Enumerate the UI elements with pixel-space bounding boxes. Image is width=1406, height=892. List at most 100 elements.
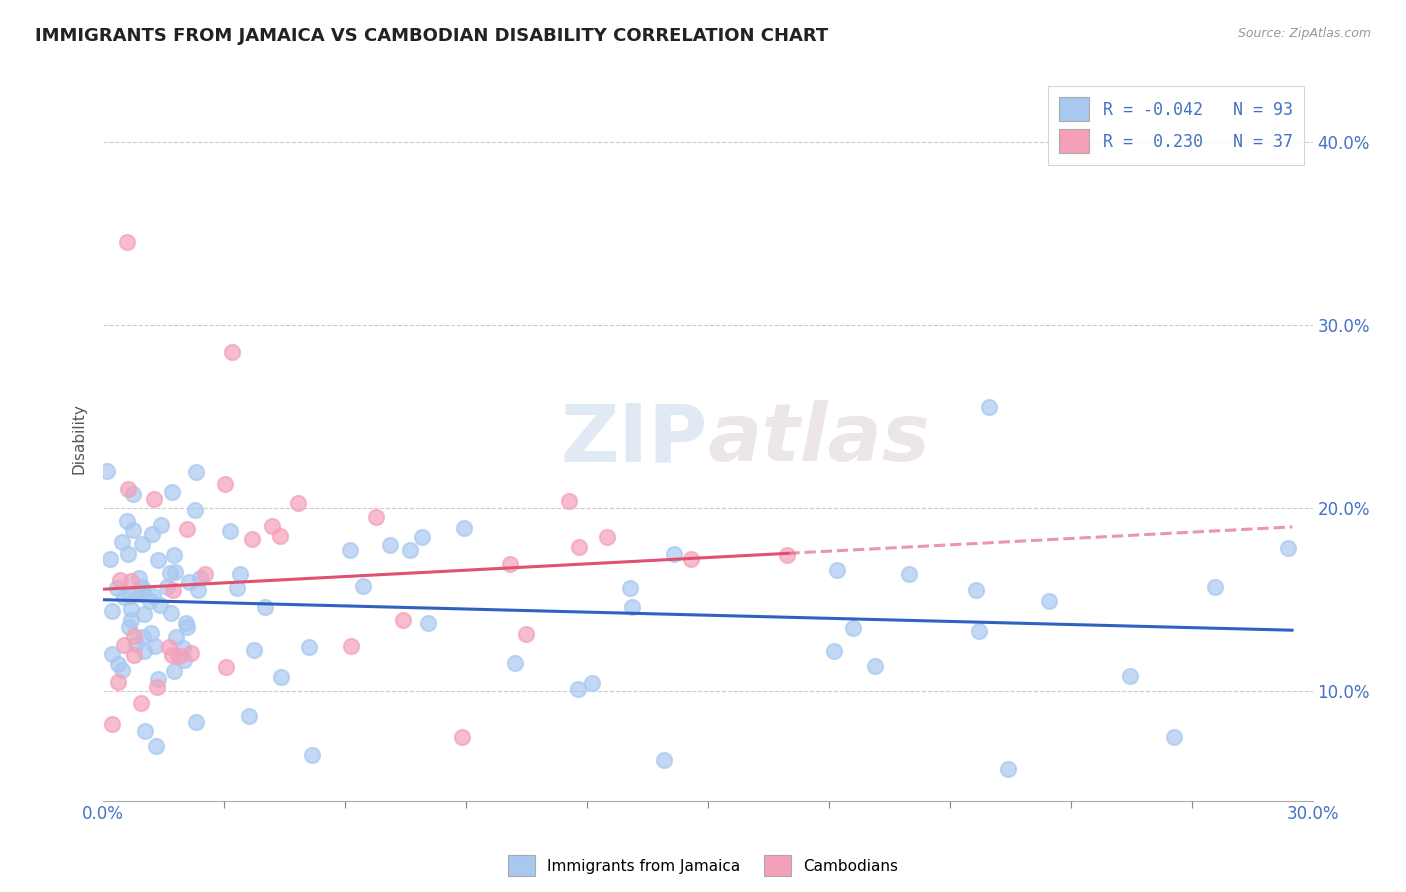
Point	[163, 664, 186, 678]
Point	[269, 528, 291, 542]
Point	[157, 640, 180, 654]
Point	[128, 571, 150, 585]
Point	[101, 648, 124, 662]
Point	[270, 670, 292, 684]
Point	[179, 575, 201, 590]
Point	[112, 591, 135, 605]
Point	[776, 548, 799, 562]
Point	[352, 579, 374, 593]
Text: ZIP: ZIP	[561, 400, 707, 478]
Point	[416, 615, 439, 630]
Point	[243, 642, 266, 657]
Point	[146, 672, 169, 686]
Point	[134, 724, 156, 739]
Point	[167, 649, 190, 664]
Point	[221, 345, 243, 359]
Point	[132, 630, 155, 644]
Point	[162, 582, 184, 597]
Point	[108, 573, 131, 587]
Point	[823, 644, 845, 658]
Point	[134, 607, 156, 621]
Point	[619, 581, 641, 595]
Point	[145, 739, 167, 753]
Point	[128, 587, 150, 601]
Point	[652, 753, 675, 767]
Point	[287, 495, 309, 509]
Point	[977, 400, 1000, 414]
Point	[188, 571, 211, 585]
Point	[105, 581, 128, 595]
Point	[160, 484, 183, 499]
Point	[156, 580, 179, 594]
Point	[662, 547, 685, 561]
Point	[997, 762, 1019, 776]
Point	[122, 648, 145, 662]
Point	[240, 532, 263, 546]
Point	[139, 594, 162, 608]
Point	[172, 640, 194, 655]
Point	[558, 494, 581, 508]
Point	[411, 530, 433, 544]
Point	[98, 551, 121, 566]
Point	[107, 657, 129, 672]
Point	[174, 615, 197, 630]
Point	[159, 566, 181, 580]
Point	[142, 589, 165, 603]
Point	[101, 716, 124, 731]
Point	[679, 552, 702, 566]
Point	[450, 730, 472, 744]
Point	[163, 549, 186, 563]
Text: atlas: atlas	[707, 400, 931, 478]
Point	[865, 659, 887, 673]
Point	[101, 604, 124, 618]
Point	[162, 648, 184, 662]
Point	[568, 540, 591, 554]
Point	[499, 557, 522, 571]
Point	[1038, 594, 1060, 608]
Point	[96, 464, 118, 478]
Point	[254, 599, 277, 614]
Text: IMMIGRANTS FROM JAMAICA VS CAMBODIAN DISABILITY CORRELATION CHART: IMMIGRANTS FROM JAMAICA VS CAMBODIAN DIS…	[35, 27, 828, 45]
Point	[620, 600, 643, 615]
Point	[132, 583, 155, 598]
Point	[825, 563, 848, 577]
Point	[120, 613, 142, 627]
Point	[142, 491, 165, 506]
Point	[842, 622, 865, 636]
Point	[184, 714, 207, 729]
Point	[143, 639, 166, 653]
Point	[124, 637, 146, 651]
Point	[131, 696, 153, 710]
Point	[215, 660, 238, 674]
Point	[969, 624, 991, 638]
Point	[453, 521, 475, 535]
Point	[131, 580, 153, 594]
Point	[340, 640, 363, 654]
Y-axis label: Disability: Disability	[72, 403, 86, 475]
Point	[117, 514, 139, 528]
Point	[364, 509, 387, 524]
Point	[238, 709, 260, 723]
Point	[149, 598, 172, 612]
Point	[229, 566, 252, 581]
Point	[219, 524, 242, 538]
Point	[120, 574, 142, 588]
Point	[107, 675, 129, 690]
Point	[214, 476, 236, 491]
Legend: R = -0.042   N = 93, R =  0.230   N = 37: R = -0.042 N = 93, R = 0.230 N = 37	[1047, 86, 1305, 165]
Point	[595, 531, 617, 545]
Point	[122, 486, 145, 500]
Point	[146, 552, 169, 566]
Point	[117, 547, 139, 561]
Point	[187, 582, 209, 597]
Point	[515, 627, 537, 641]
Point	[301, 747, 323, 762]
Point	[965, 583, 987, 598]
Point	[391, 613, 413, 627]
Point	[112, 638, 135, 652]
Point	[1204, 580, 1226, 594]
Point	[122, 629, 145, 643]
Point	[110, 663, 132, 677]
Point	[176, 620, 198, 634]
Legend: Immigrants from Jamaica, Cambodians: Immigrants from Jamaica, Cambodians	[502, 848, 904, 882]
